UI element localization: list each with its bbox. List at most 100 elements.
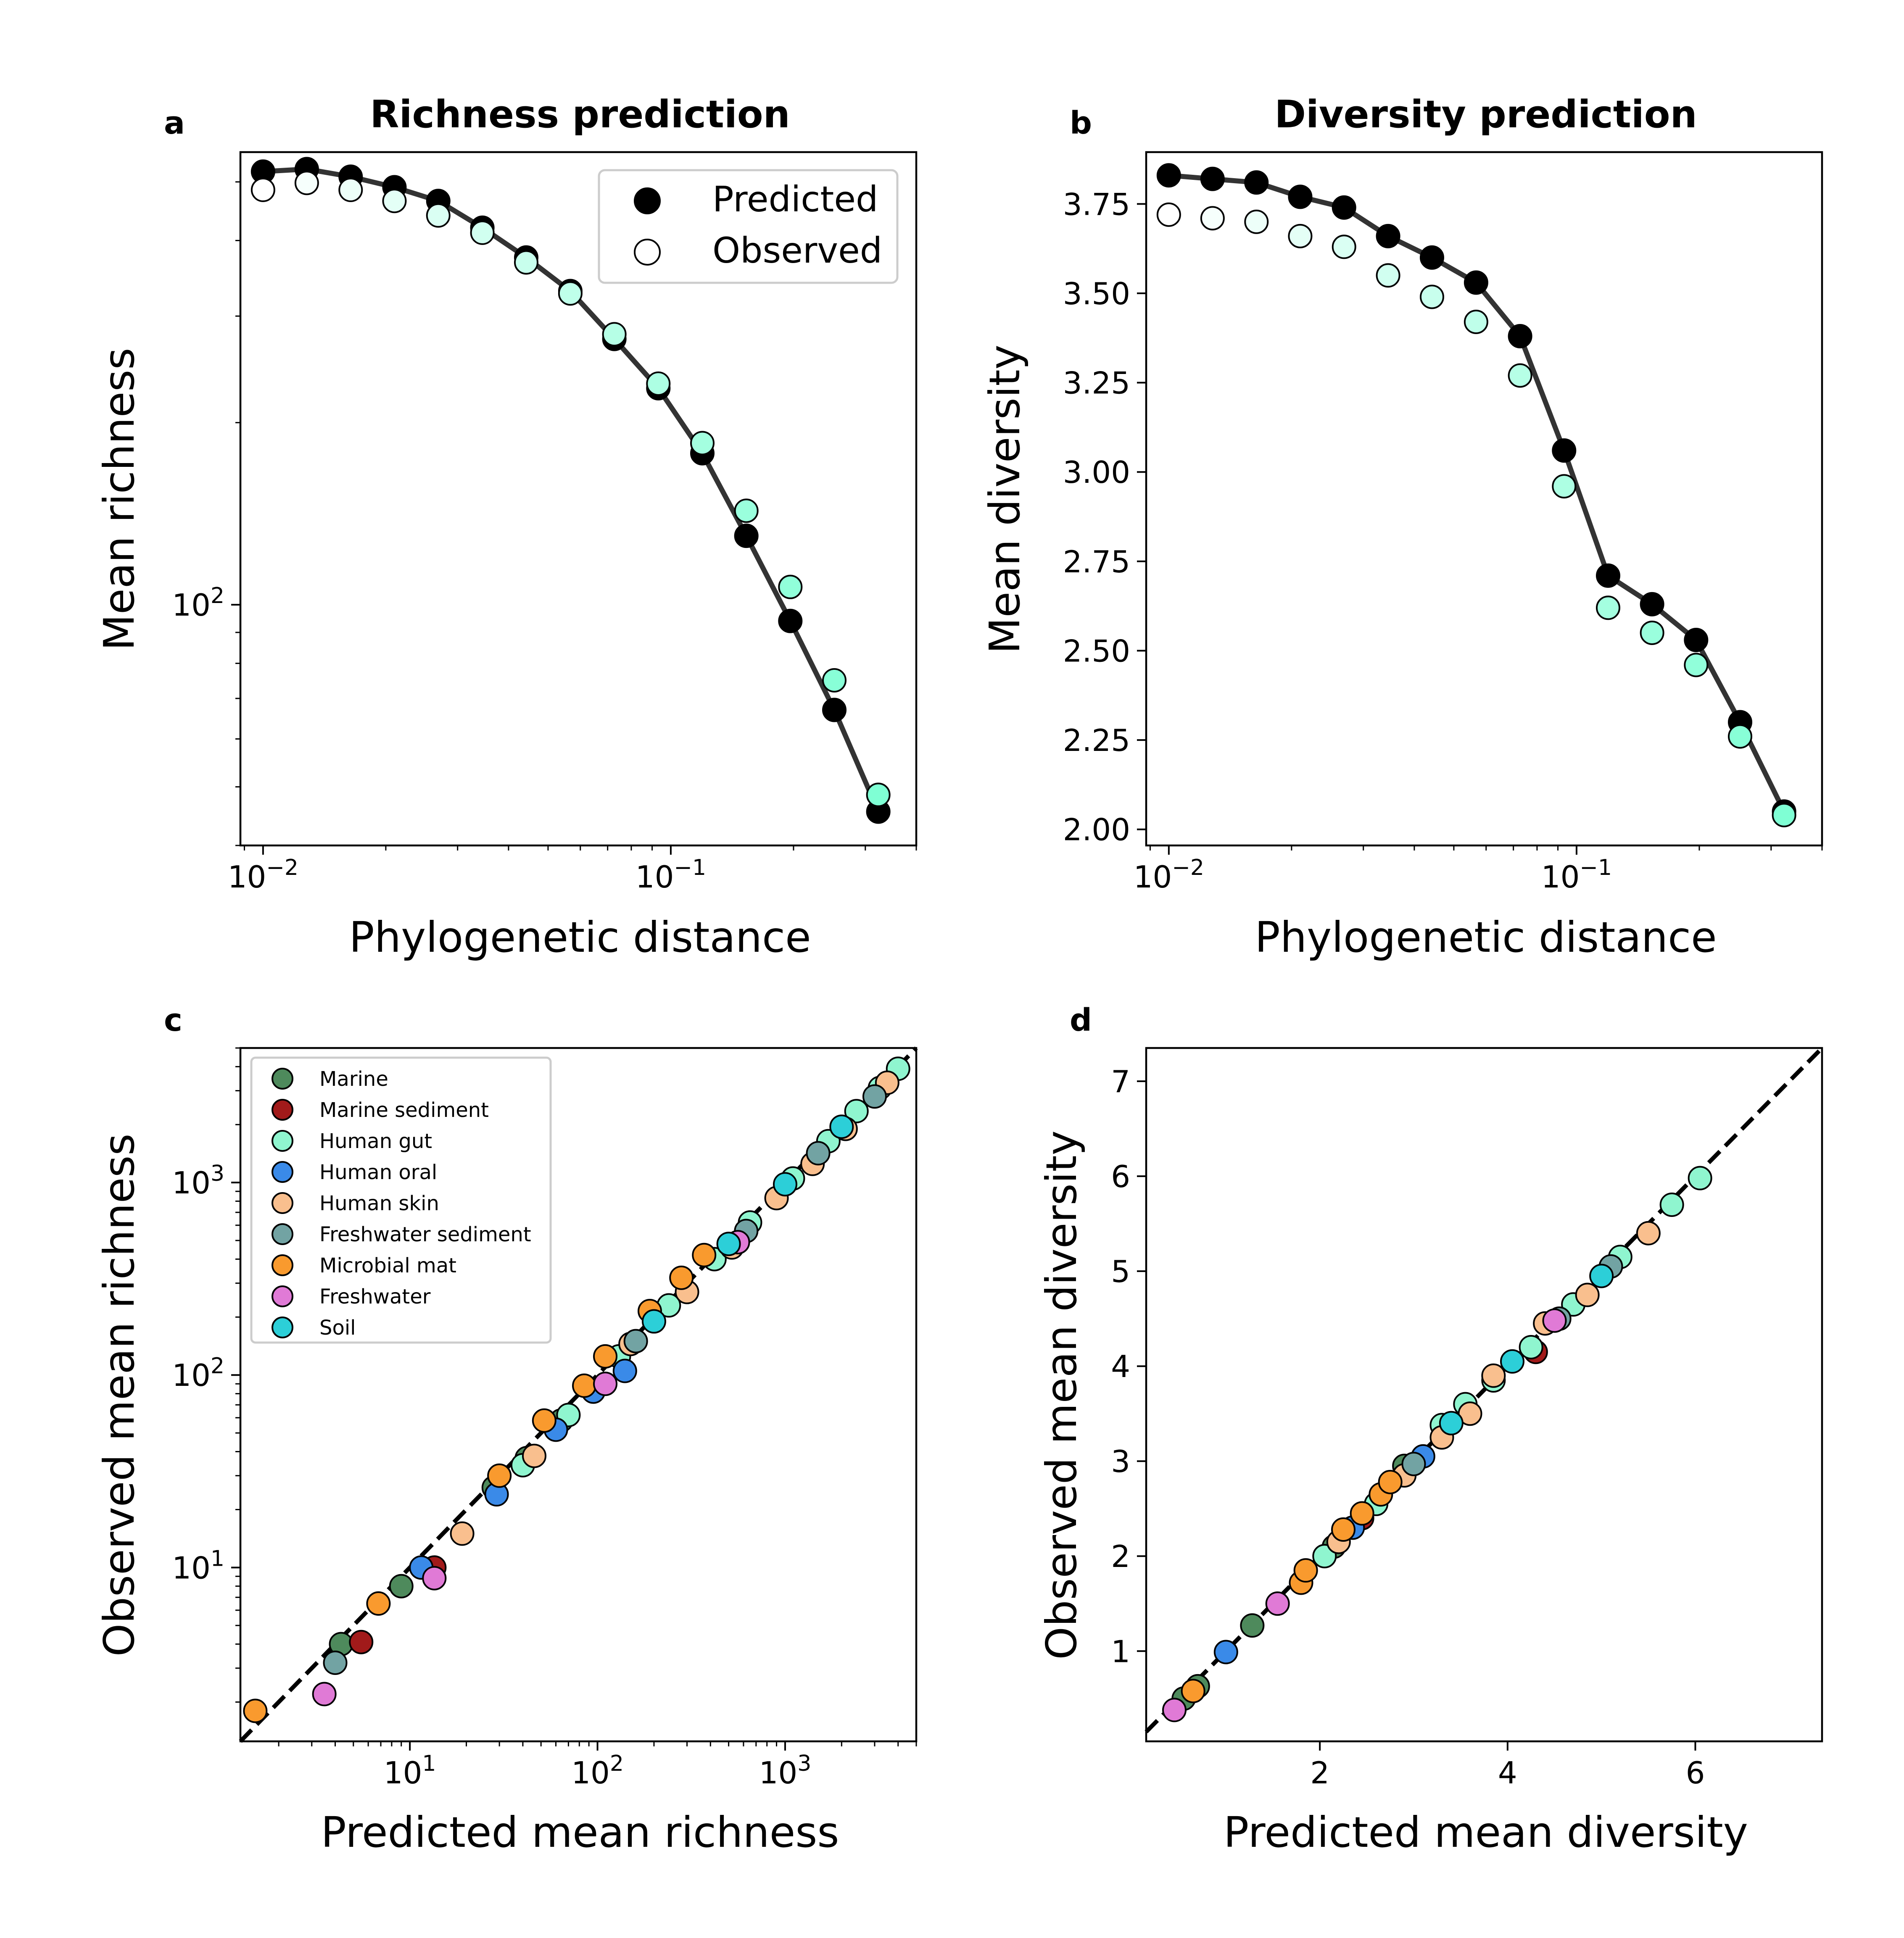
scatter-point [862, 1084, 887, 1109]
panel-a-legend: Predicted Observed [598, 169, 899, 284]
panel-c-letter: c [164, 1002, 182, 1038]
panel-a-y-axis-label: Mean richness [95, 348, 144, 651]
scatter-point [1401, 1452, 1426, 1476]
scatter-point [1542, 1308, 1567, 1333]
scatter-point [487, 1463, 512, 1488]
scatter-point [243, 1698, 268, 1723]
scatter-point [450, 1521, 475, 1546]
predicted-point [1508, 324, 1532, 349]
panel-d-diversity-scatter: d 2 4 6 1 2 3 4 5 6 7 Predicted mean diversity Ob… [1037, 1002, 1824, 1857]
observed-point [1508, 363, 1532, 388]
scatter-point [1213, 1640, 1238, 1664]
scatter-point [1240, 1613, 1265, 1638]
legend-label: Marine [319, 1067, 388, 1091]
x-tick-label: 6 [1686, 1755, 1705, 1791]
scatter-point [806, 1141, 831, 1166]
legend-frame [250, 1056, 552, 1344]
scatter-point [1636, 1221, 1661, 1245]
scatter-point [312, 1682, 337, 1706]
legend-label: Soil [319, 1316, 356, 1340]
legend-swatch [272, 1254, 293, 1276]
panel-d-x-axis-label: Predicted mean diversity [1224, 1808, 1748, 1857]
observed-point [558, 281, 583, 306]
scatter-point [612, 1359, 637, 1383]
predicted-point [1640, 592, 1664, 616]
legend-swatch [272, 1161, 293, 1183]
scatter-point [593, 1372, 618, 1396]
observed-point [602, 322, 627, 347]
observed-point [1288, 224, 1313, 248]
y-tick-label: 2.50 [1063, 633, 1130, 669]
legend-predicted-marker [634, 187, 661, 214]
legend-swatch [272, 1223, 293, 1245]
scatter-point [349, 1630, 374, 1654]
x-tick-label: 10−2 [228, 855, 298, 895]
y-tick-label: 1 [1111, 1634, 1130, 1669]
panel-a-title: Richness prediction [370, 92, 790, 137]
observed-point [426, 203, 451, 228]
y-tick-label: 102 [172, 1353, 224, 1393]
panel-a-x-axis-label: Phylogenetic distance [349, 913, 811, 962]
observed-point [470, 220, 495, 245]
legend-observed-marker [634, 239, 661, 266]
panel-c-habitat-legend: Marine Marine sediment Human gut Human oral… [250, 1056, 552, 1344]
observed-point [1640, 620, 1664, 645]
panel-b-x-axis-label: Phylogenetic distance [1255, 913, 1717, 962]
legend-label: Human gut [319, 1130, 432, 1153]
panel-frame [1145, 1047, 1823, 1743]
scatter-point [1439, 1411, 1464, 1435]
predicted-point [1376, 224, 1400, 248]
legend-label: Freshwater sediment [319, 1223, 531, 1246]
observed-point [1728, 724, 1753, 749]
observed-point [294, 171, 319, 195]
panel-c-y-axis-label: Observed mean richness [95, 1134, 144, 1657]
legend-label: Human oral [319, 1161, 437, 1184]
panel-c-x-axis-label: Predicted mean richness [321, 1808, 839, 1857]
panel-frame [1145, 151, 1823, 847]
y-tick-label: 101 [172, 1546, 224, 1585]
scatter-point [422, 1566, 447, 1590]
legend-label: Human skin [319, 1192, 439, 1215]
panel-frame [239, 151, 918, 847]
observed-point [646, 371, 671, 396]
identity-reference-line [1145, 1046, 1824, 1733]
scatter-point [1519, 1335, 1543, 1359]
x-tick-label: 101 [384, 1751, 436, 1791]
predicted-point [1200, 166, 1225, 191]
scatter-point [1500, 1349, 1524, 1374]
x-tick-label: 4 [1498, 1755, 1517, 1791]
observed-point [1332, 234, 1356, 259]
panel-b-y-axis-label: Mean diversity [980, 345, 1029, 654]
scatter-point [323, 1650, 348, 1675]
legend-swatch [272, 1317, 293, 1338]
legend-swatch [272, 1192, 293, 1214]
y-tick-label: 3.50 [1063, 276, 1130, 311]
panel-b-diversity-prediction: b Diversity prediction 10−2 10−1 2.00 2.25 2… [980, 92, 1823, 962]
observed-point [778, 574, 803, 599]
x-tick-label: 10−1 [1541, 855, 1612, 895]
y-tick-label: 2.00 [1063, 812, 1130, 848]
observed-point [690, 431, 715, 456]
scatter-point [572, 1373, 597, 1398]
scatter-point [623, 1329, 648, 1353]
legend-label: Microbial mat [319, 1254, 456, 1277]
panel-a-letter: a [164, 105, 185, 141]
panel-b-letter: b [1070, 105, 1092, 141]
x-tick-label: 10−1 [636, 855, 706, 895]
y-tick-label: 7 [1111, 1064, 1130, 1099]
scatter-point [716, 1232, 741, 1256]
panel-frame [239, 1047, 918, 1743]
panel-b-title: Diversity prediction [1274, 92, 1697, 137]
predicted-point [734, 524, 759, 548]
observed-point [1464, 309, 1488, 334]
observed-point [1376, 263, 1400, 288]
y-tick-label: 3.00 [1063, 455, 1130, 490]
predicted-point [1419, 245, 1444, 270]
panel-c-richness-scatter: c 101 102 103 101 102 103 Predicted mean rich… [95, 1002, 918, 1857]
y-tick-label: 5 [1111, 1254, 1130, 1289]
x-tick-label: 2 [1310, 1755, 1329, 1791]
legend-label: Freshwater [319, 1285, 431, 1309]
observed-point [1772, 803, 1796, 827]
predicted-point [822, 698, 847, 722]
